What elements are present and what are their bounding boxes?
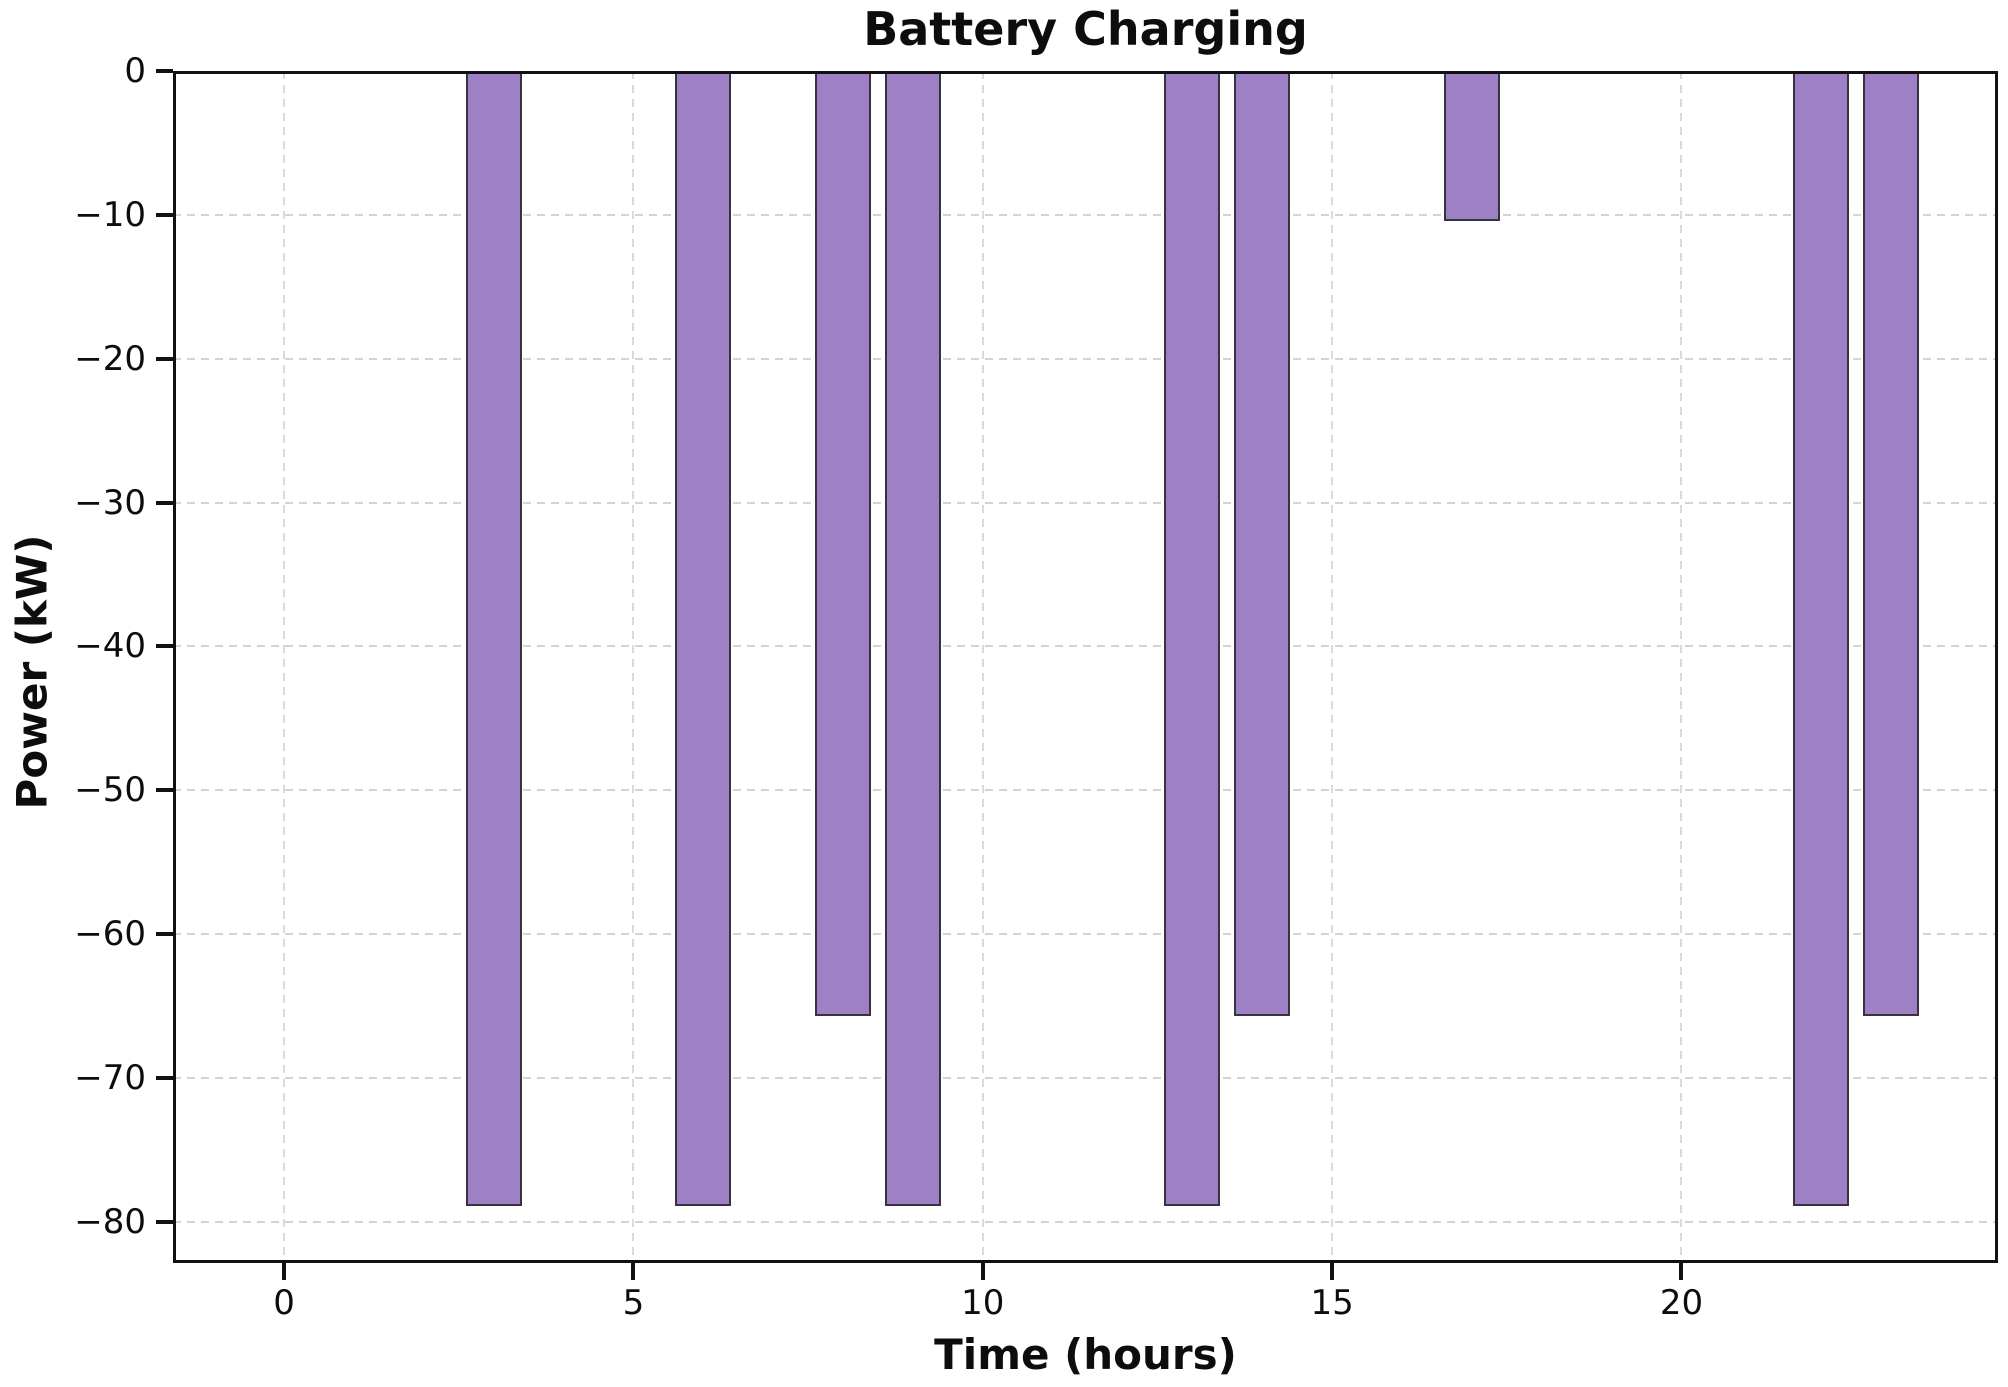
bar [1443,71,1500,221]
x-tick-mark [631,1263,636,1280]
y-tick-mark [156,1076,173,1081]
y-tick-mark [156,500,173,505]
y-tick-mark [156,788,173,793]
bar [465,71,522,1207]
y-gridline [173,213,1998,216]
y-tick-label: −80 [74,1201,146,1242]
y-gridline [173,789,1998,792]
y-tick-mark [156,69,173,73]
y-gridline [173,357,1998,360]
x-tick-mark [980,1263,985,1280]
bar [1793,71,1850,1207]
y-tick-label: −30 [74,482,146,523]
chart-title: Battery Charging [863,2,1308,56]
bar [1863,71,1920,1017]
bar [815,71,871,1017]
x-gridline [981,71,984,1263]
x-tick-mark [1330,1263,1335,1280]
bar [884,71,941,1207]
x-gridline [1331,71,1334,1263]
x-tick-label: 20 [1659,1283,1704,1323]
x-tick-label: 15 [1310,1283,1354,1323]
y-tick-label: −20 [74,338,146,379]
y-tick-label: −50 [74,770,146,811]
x-tick-label: 5 [622,1283,645,1323]
x-tick-mark [1679,1263,1684,1280]
y-tick-label: −40 [74,626,146,667]
bar [1234,71,1291,1017]
x-gridline [632,71,635,1263]
y-tick-mark [156,1219,173,1224]
x-tick-mark [282,1263,287,1280]
bar [1164,71,1221,1207]
x-axis-label: Time (hours) [934,1330,1237,1379]
y-tick-mark [156,212,173,217]
x-tick-label: 10 [961,1283,1005,1323]
y-tick-label: −70 [74,1058,146,1099]
y-gridline [173,1077,1998,1080]
y-tick-label: 0 [124,51,146,91]
x-gridline [1680,71,1683,1263]
y-tick-mark [156,356,173,361]
y-gridline [173,933,1998,936]
y-axis-label: Power (kW) [7,534,57,810]
y-tick-mark [156,644,173,649]
x-tick-label: 0 [273,1283,295,1323]
gridline-layer [173,71,1998,1263]
y-gridline [173,1220,1998,1223]
y-gridline [173,645,1998,648]
y-tick-label: −10 [74,194,146,235]
y-tick-mark [156,932,173,937]
y-gridline [173,501,1998,504]
bar [675,71,732,1207]
x-gridline [283,71,286,1263]
y-tick-label: −60 [74,914,146,955]
